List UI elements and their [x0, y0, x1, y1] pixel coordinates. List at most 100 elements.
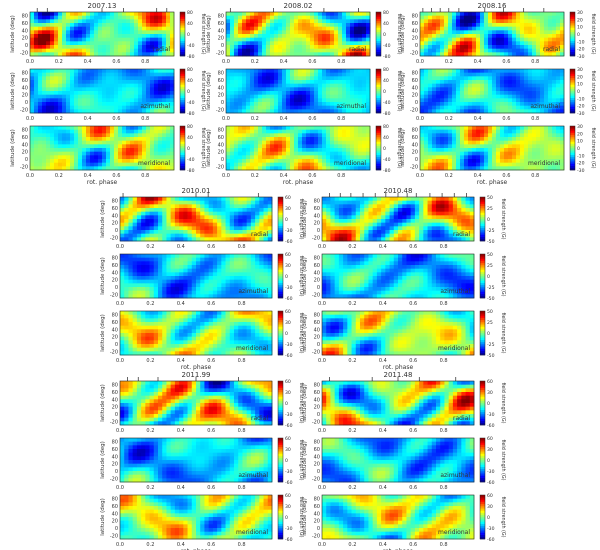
- plot-frame: [225, 11, 371, 57]
- x-tick-label: 0.6: [308, 173, 316, 179]
- heatmap-cell: [536, 129, 541, 134]
- heatmap-cell: [298, 87, 303, 92]
- heatmap-cell: [174, 211, 180, 216]
- heatmap-cell: [346, 162, 351, 167]
- heatmap-cell: [520, 133, 525, 138]
- heatmap-cell: [552, 12, 557, 17]
- heatmap-cell: [158, 15, 163, 20]
- heatmap-cell: [342, 155, 347, 160]
- heatmap-cell: [278, 162, 283, 167]
- heatmap-cell: [238, 204, 243, 209]
- colorbar-segment: [376, 18, 381, 22]
- heatmap-cell: [66, 30, 71, 35]
- heatmap-cell: [524, 12, 529, 17]
- heatmap-cell: [145, 230, 150, 235]
- heatmap-cell: [560, 26, 565, 31]
- heatmap-cell: [120, 265, 125, 270]
- heatmap-cell: [338, 26, 343, 31]
- heatmap-cell: [183, 257, 188, 262]
- heatmap-cell: [254, 12, 259, 17]
- heatmap-cell: [266, 15, 271, 20]
- heatmap-cell: [456, 98, 461, 103]
- heatmap-cell: [238, 80, 243, 85]
- heatmap-cell: [278, 52, 283, 57]
- heatmap-cell: [90, 76, 95, 81]
- heatmap-cell: [310, 144, 315, 149]
- y-tick-label: 60: [22, 21, 28, 27]
- heatmap-cell: [282, 102, 287, 107]
- heatmap-cell: [556, 30, 561, 35]
- heatmap-cell: [196, 222, 201, 227]
- heatmap-cell: [500, 94, 505, 99]
- heatmap-cell: [138, 30, 143, 35]
- heatmap-cell: [154, 69, 159, 74]
- heatmap-cell: [314, 80, 319, 85]
- heatmap-cell: [82, 69, 87, 74]
- colorbar-tick-label: 10: [577, 82, 583, 88]
- heatmap-cell: [128, 208, 134, 213]
- heatmap-cell: [66, 48, 71, 53]
- heatmap-cell: [310, 159, 315, 164]
- heatmap-cell: [270, 19, 275, 24]
- heatmap-cell: [122, 137, 127, 142]
- heatmap-cell: [496, 69, 501, 74]
- colorbar-tick-label: -80: [187, 168, 195, 174]
- heatmap-cell: [436, 12, 441, 17]
- heatmap-cell: [102, 148, 107, 153]
- heatmap-cell: [166, 257, 172, 262]
- heatmap-cell: [302, 109, 307, 114]
- heatmap-cell: [250, 204, 256, 209]
- colorbar-segment: [180, 130, 185, 133]
- heatmap-cell: [318, 166, 323, 171]
- heatmap-cell: [420, 94, 425, 99]
- heatmap-cell: [191, 204, 197, 209]
- heatmap-cell: [424, 48, 429, 53]
- heatmap-cell: [208, 222, 214, 227]
- heatmap-cell: [86, 151, 91, 156]
- heatmap-cell: [290, 94, 295, 99]
- heatmap-cell: [124, 237, 129, 242]
- heatmap-cell: [102, 26, 107, 31]
- heatmap-cell: [226, 105, 231, 110]
- heatmap-cell: [106, 148, 111, 153]
- heatmap-cell: [468, 98, 473, 103]
- heatmap-cell: [166, 52, 171, 57]
- x-tick-label: 0.4: [84, 59, 92, 65]
- heatmap-cell: [480, 72, 485, 77]
- heatmap-cell: [330, 19, 335, 24]
- heatmap-cell: [354, 148, 359, 153]
- heatmap-cell: [132, 272, 138, 277]
- heatmap-cell: [38, 19, 43, 24]
- heatmap-cell: [358, 94, 363, 99]
- heatmap-cell: [138, 45, 143, 50]
- heatmap-cell: [234, 105, 239, 110]
- heatmap-cell: [230, 19, 235, 24]
- heatmap-cell: [98, 105, 103, 110]
- heatmap-cell: [504, 162, 509, 167]
- heatmap-cell: [266, 45, 271, 50]
- heatmap-cell: [270, 137, 275, 142]
- heatmap-cell: [460, 12, 465, 17]
- heatmap-cell: [556, 41, 561, 46]
- heatmap-cell: [424, 144, 429, 149]
- heatmap-cell: [262, 23, 267, 28]
- heatmap-cell: [196, 254, 201, 259]
- heatmap-cell: [146, 37, 151, 42]
- heatmap-cell: [322, 159, 327, 164]
- heatmap-cell: [191, 283, 197, 288]
- heatmap-cell: [179, 226, 184, 231]
- heatmap-cell: [162, 137, 167, 142]
- heatmap-cell: [238, 226, 243, 231]
- heatmap-cell: [366, 69, 371, 74]
- heatmap-cell: [170, 129, 175, 134]
- heatmap-cell: [174, 219, 180, 224]
- heatmap-cell: [234, 219, 239, 224]
- heatmap-cell: [86, 162, 91, 167]
- heatmap-cell: [330, 159, 335, 164]
- heatmap-cell: [138, 155, 143, 160]
- heatmap-cell: [266, 26, 271, 31]
- heatmap-cell: [102, 102, 107, 107]
- heatmap-cell: [30, 87, 35, 92]
- heatmap-cell: [492, 129, 497, 134]
- heatmap-cell: [221, 237, 226, 242]
